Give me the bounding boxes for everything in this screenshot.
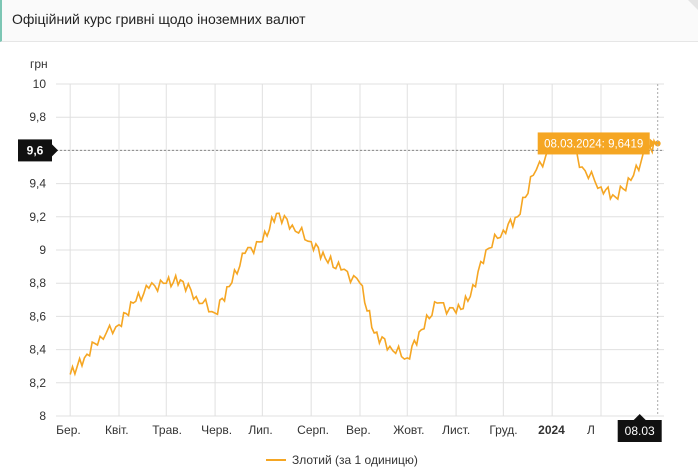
- header-bar: Офіційний курс гривні щодо іноземних вал…: [0, 0, 698, 42]
- corner-fold-icon: [688, 0, 698, 10]
- y-tick-label: 8,6: [29, 309, 46, 323]
- y-tick-label: 8: [39, 409, 46, 423]
- legend-label: Злотий (за 1 одиницю): [292, 453, 418, 467]
- legend-swatch: [266, 459, 286, 461]
- tooltip-arrow: [649, 138, 656, 149]
- x-tick-label: Лист.: [442, 423, 470, 437]
- tooltip-text: 08.03.2024: 9,6419: [544, 138, 643, 150]
- x-tick-label: Вер.: [346, 423, 371, 437]
- y-tick-label: 8,8: [29, 276, 46, 290]
- x-tick-label: Черв.: [201, 423, 232, 437]
- y-tick-label: 10: [33, 77, 47, 91]
- x-tick-label: Квіт.: [105, 423, 129, 437]
- y-tick-label: 9,4: [29, 177, 46, 191]
- x-tick-label: Лип.: [248, 423, 272, 437]
- y-crosshair-badge-arrow: [52, 144, 58, 157]
- y-tick-label: 8,2: [29, 376, 46, 390]
- x-tick-label: Л: [587, 423, 595, 437]
- y-tick-label: 9,8: [29, 110, 46, 124]
- x-tick-label: Серп.: [297, 423, 329, 437]
- y-crosshair-value: 9,6: [27, 143, 44, 157]
- tooltip-box: [537, 132, 650, 155]
- y-tick-label: 9: [39, 243, 46, 257]
- x-tick-label: Бер.: [56, 423, 81, 437]
- y-tick-label: 9,2: [29, 210, 46, 224]
- legend[interactable]: Злотий (за 1 одиницю): [266, 453, 418, 467]
- x-tick-label: Трав.: [152, 423, 182, 437]
- x-tick-label: Груд.: [489, 423, 517, 437]
- page-title: Офіційний курс гривні щодо іноземних вал…: [12, 11, 306, 27]
- data-point-last[interactable]: [654, 140, 661, 147]
- series-line: [69, 132, 659, 377]
- y-crosshair-badge: [18, 139, 52, 162]
- y-axis-label: грн: [30, 57, 48, 71]
- x-tick-label: Жовт.: [393, 423, 424, 437]
- x-tick-label: 2024: [538, 423, 565, 437]
- x-crosshair-badge-arrow: [633, 414, 646, 420]
- x-crosshair-badge: [617, 420, 662, 442]
- x-crosshair-value: 08.03: [625, 424, 655, 438]
- line-chart: 10 9,8 9,6 9,4 9,2 9 8,8 8,6 8,4 8,2 8 Бер. Квіт. Тра…: [18, 57, 664, 442]
- y-tick-label: 8,4: [29, 343, 46, 357]
